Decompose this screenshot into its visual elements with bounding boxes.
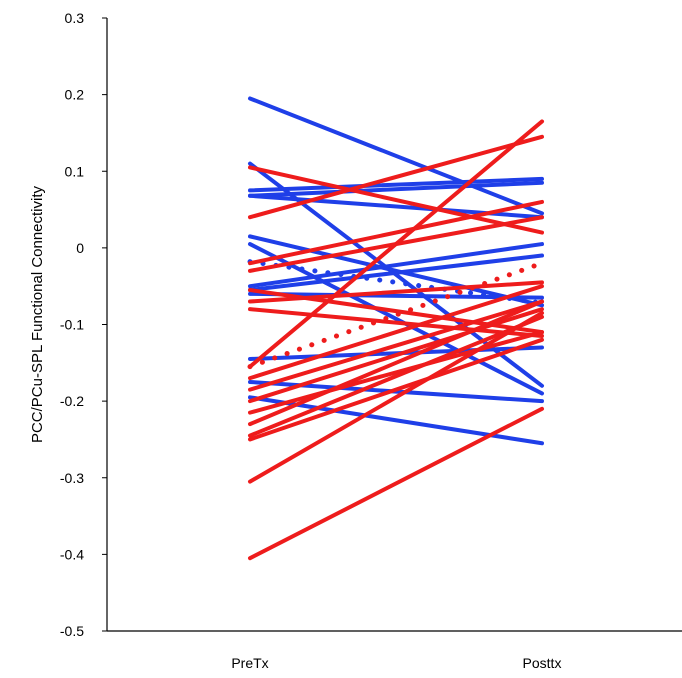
series-line-blue-solid-3: [248, 180, 544, 198]
series-line-red-solid-30: [248, 406, 544, 561]
series-line-red-solid-24: [248, 307, 544, 404]
y-tick-label: 0: [76, 240, 84, 256]
y-tick-label: -0.1: [60, 317, 84, 333]
series-line-blue-solid-8: [248, 253, 544, 293]
x-axis-ticks: PreTx Posttx: [231, 655, 561, 671]
series-line-blue-solid-7: [248, 242, 544, 289]
series-line-red-solid-22: [248, 284, 544, 381]
y-tick-label: -0.5: [60, 623, 84, 639]
series-line-red-solid-20: [248, 307, 544, 338]
series-line-red-dotted-31: [247, 260, 545, 370]
y-axis-ticks: 0.3 0.2 0.1 0 -0.1 -0.2 -0.3 -0.4 -0.5: [60, 10, 107, 639]
y-tick-label: -0.3: [60, 470, 84, 486]
series-line-red-solid-16: [248, 199, 544, 266]
y-tick-label: 0.1: [65, 163, 85, 179]
series-line-red-solid-15: [248, 134, 544, 220]
series-line-blue-solid-0: [248, 96, 544, 216]
series-line-red-solid-21: [248, 119, 544, 369]
y-tick-label: 0.2: [65, 87, 85, 103]
y-tick-label: -0.4: [60, 546, 84, 562]
x-category-label: PreTx: [231, 655, 268, 671]
series-line-red-solid-23: [248, 299, 544, 392]
y-tick-label: 0.3: [65, 10, 85, 26]
series-line-red-solid-14: [248, 165, 544, 235]
series-line-blue-solid-6: [248, 242, 544, 396]
series-line-red-solid-28: [248, 337, 544, 442]
series-line-red-solid-29: [248, 311, 544, 484]
series-line-blue-solid-9: [248, 291, 544, 300]
series-line-red-solid-27: [248, 314, 544, 438]
series-line-red-solid-26: [248, 299, 544, 427]
series-line-red-solid-25: [248, 330, 544, 415]
series-line-red-solid-19: [248, 280, 544, 304]
x-category-label: Posttx: [523, 655, 562, 671]
y-tick-label: -0.2: [60, 393, 84, 409]
y-axis-title: PCC/PCu-SPL Functional Connectivity: [29, 185, 46, 443]
series-line-blue-solid-2: [248, 176, 544, 193]
series-lines: [247, 96, 545, 561]
